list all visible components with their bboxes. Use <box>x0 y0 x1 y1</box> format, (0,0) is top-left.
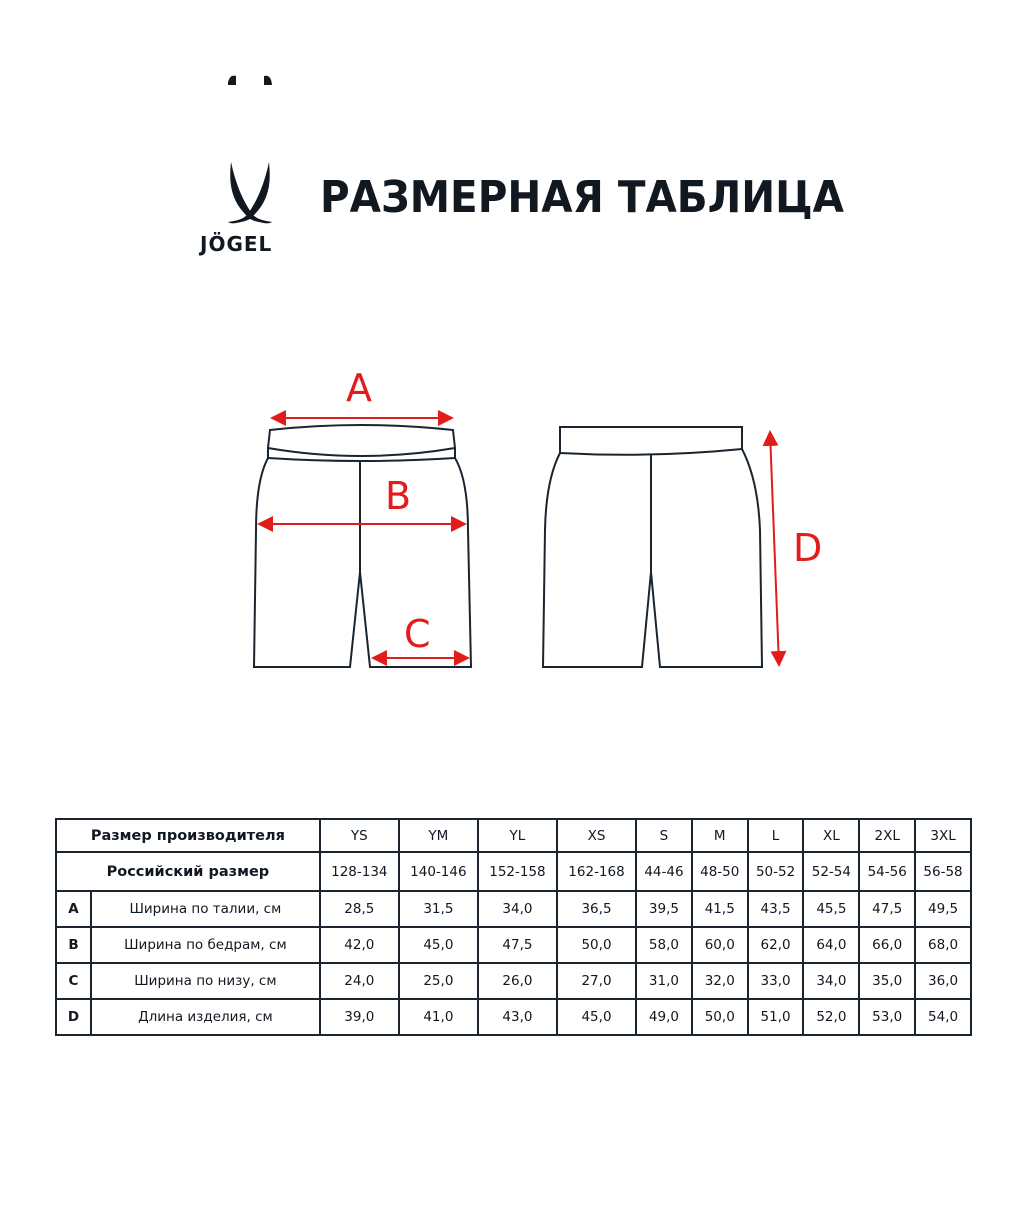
table-row: A Ширина по талии, см 28,5 31,5 34,0 36,5 39,5… <box>55 890 972 928</box>
value-cell: 31,5 <box>397 890 479 928</box>
row-letter: D <box>55 998 92 1036</box>
value-cell: 49,5 <box>914 890 972 928</box>
ru-size-cell: 162-168 <box>555 851 638 892</box>
size-cell: 3XL <box>914 818 972 853</box>
value-cell: 24,0 <box>318 962 400 1000</box>
table-row-manufacturer: Размер производителя YS YM YL XS S M L X… <box>55 818 972 853</box>
header-russian: Российский размер <box>55 851 321 892</box>
ru-size-cell: 52-54 <box>802 851 861 892</box>
value-cell: 50,0 <box>555 926 638 964</box>
value-cell: 52,0 <box>802 998 861 1036</box>
value-cell: 45,0 <box>397 926 479 964</box>
size-cell: 2XL <box>858 818 917 853</box>
ru-size-cell: 152-158 <box>476 851 558 892</box>
table-row: D Длина изделия, см 39,0 41,0 43,0 45,0 49,0 50… <box>55 998 972 1036</box>
row-letter: C <box>55 962 92 1000</box>
value-cell: 34,0 <box>476 890 558 928</box>
value-cell: 39,0 <box>318 998 400 1036</box>
size-cell: XL <box>802 818 861 853</box>
value-cell: 64,0 <box>802 926 861 964</box>
table-row: B Ширина по бедрам, см 42,0 45,0 47,5 50,0 58,… <box>55 926 972 964</box>
shorts-diagram <box>252 410 787 668</box>
size-table: Размер производителя YS YM YL XS S M L X… <box>55 818 972 1036</box>
value-cell: 51,0 <box>746 998 805 1036</box>
value-cell: 32,0 <box>690 962 749 1000</box>
value-cell: 26,0 <box>476 962 558 1000</box>
ru-size-cell: 44-46 <box>635 851 693 892</box>
row-letter: A <box>55 890 92 928</box>
value-cell: 47,5 <box>476 926 558 964</box>
value-cell: 54,0 <box>914 998 972 1036</box>
value-cell: 53,0 <box>858 998 917 1036</box>
row-label: Ширина по талии, см <box>90 890 321 928</box>
ru-size-cell: 54-56 <box>858 851 917 892</box>
value-cell: 60,0 <box>690 926 749 964</box>
value-cell: 43,0 <box>476 998 558 1036</box>
value-cell: 41,0 <box>397 998 479 1036</box>
value-cell: 49,0 <box>635 998 693 1036</box>
row-letter: B <box>55 926 92 964</box>
value-cell: 50,0 <box>690 998 749 1036</box>
label-a: A <box>346 366 372 410</box>
size-cell: YS <box>318 818 400 853</box>
shorts-back <box>541 426 764 668</box>
value-cell: 25,0 <box>397 962 479 1000</box>
value-cell: 35,0 <box>858 962 917 1000</box>
value-cell: 58,0 <box>635 926 693 964</box>
ru-size-cell: 56-58 <box>914 851 972 892</box>
value-cell: 43,5 <box>746 890 805 928</box>
ru-size-cell: 140-146 <box>397 851 479 892</box>
row-label: Длина изделия, см <box>90 998 321 1036</box>
size-cell: XS <box>555 818 638 853</box>
size-cell: YM <box>397 818 479 853</box>
value-cell: 45,5 <box>802 890 861 928</box>
ru-size-cell: 128-134 <box>318 851 400 892</box>
value-cell: 39,5 <box>635 890 693 928</box>
label-d: D <box>793 526 823 570</box>
value-cell: 36,0 <box>914 962 972 1000</box>
size-cell: S <box>635 818 693 853</box>
value-cell: 45,0 <box>555 998 638 1036</box>
arrow-d <box>762 430 787 667</box>
size-cell: YL <box>476 818 558 853</box>
ru-size-cell: 48-50 <box>690 851 749 892</box>
header-manufacturer: Размер производителя <box>55 818 321 853</box>
value-cell: 33,0 <box>746 962 805 1000</box>
value-cell: 68,0 <box>914 926 972 964</box>
label-c: C <box>404 612 431 656</box>
value-cell: 62,0 <box>746 926 805 964</box>
shorts-front <box>252 424 473 668</box>
value-cell: 42,0 <box>318 926 400 964</box>
value-cell: 34,0 <box>802 962 861 1000</box>
value-cell: 47,5 <box>858 890 917 928</box>
label-b: B <box>385 474 412 518</box>
brand-name: JÖGEL <box>200 232 273 256</box>
row-label: Ширина по низу, см <box>90 962 321 1000</box>
size-cell: L <box>746 818 805 853</box>
value-cell: 66,0 <box>858 926 917 964</box>
value-cell: 41,5 <box>690 890 749 928</box>
size-cell: M <box>690 818 749 853</box>
row-label: Ширина по бедрам, см <box>90 926 321 964</box>
value-cell: 28,5 <box>318 890 400 928</box>
table-row: C Ширина по низу, см 24,0 25,0 26,0 27,0 31,0 3… <box>55 962 972 1000</box>
table-row-russian: Российский размер 128-134 140-146 152-15… <box>55 851 972 892</box>
ru-size-cell: 50-52 <box>746 851 805 892</box>
value-cell: 27,0 <box>555 962 638 1000</box>
jogel-logo-icon <box>228 75 272 224</box>
value-cell: 31,0 <box>635 962 693 1000</box>
value-cell: 36,5 <box>555 890 638 928</box>
page-title: РАЗМЕРНАЯ ТАБЛИЦА <box>320 172 845 223</box>
